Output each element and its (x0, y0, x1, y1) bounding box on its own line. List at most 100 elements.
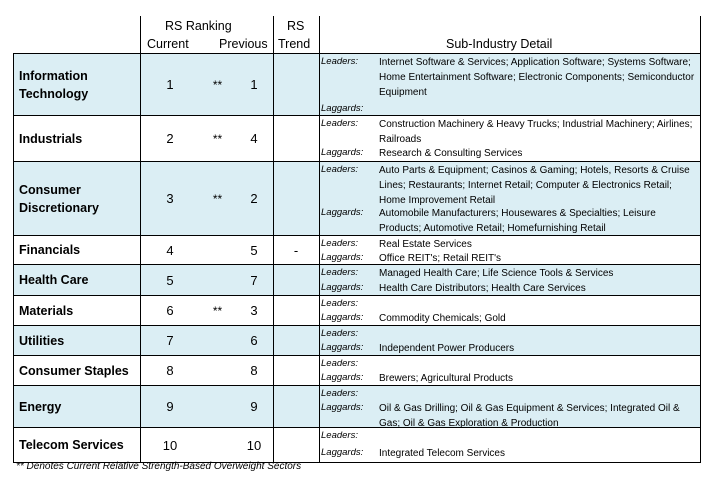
current-rank: 3 (166, 191, 174, 206)
sub-industry-detail: Leaders: Construction Machinery & Heavy T… (319, 116, 701, 161)
laggards-text: Health Care Distributors; Health Care Se… (379, 283, 586, 294)
laggards-text: Oil & Gas Drilling; Oil & Gas Equipment … (379, 403, 680, 429)
header-rs: RS (287, 19, 305, 33)
rs-trend (273, 356, 319, 385)
overweight-marker (200, 326, 235, 355)
rs-trend (273, 54, 319, 115)
sub-industry-detail: Leaders: Real Estate Services Laggards: Off… (319, 236, 701, 264)
sector-name: Utilities (19, 333, 65, 348)
current-rank: 9 (166, 399, 174, 414)
sub-industry-detail: Leaders: Internet Software & Services; Ap… (319, 54, 701, 115)
table-row: Utilities 7 6 Leaders: Laggards: Independent … (13, 325, 701, 355)
leaders-label: Leaders: (321, 328, 358, 339)
sector-name: Financials (19, 243, 81, 257)
rs-trend (273, 428, 319, 462)
overweight-marker (200, 386, 235, 427)
current-rank: 8 (166, 363, 174, 378)
rs-trend (273, 116, 319, 161)
sub-industry-detail: Leaders: Laggards: Oil & Gas Drilling; Oil… (319, 386, 701, 429)
rs-trend (273, 386, 319, 427)
overweight-marker: ** (212, 131, 223, 146)
laggards-label: Laggards: (321, 402, 364, 413)
sub-industry-detail: Leaders: Laggards: Integrated Telecom Serv… (319, 428, 701, 462)
previous-rank: 10 (246, 437, 262, 453)
overweight-marker (200, 428, 235, 462)
overweight-marker: ** (212, 191, 223, 206)
leaders-label: Leaders: (321, 118, 358, 129)
sector-name: Consumer Staples (19, 363, 129, 378)
laggards-text: Independent Power Producers (379, 343, 515, 354)
laggards-text: Integrated Telecom Services (379, 448, 505, 459)
table-bottom-border (13, 462, 701, 463)
current-rank: 1 (166, 77, 174, 92)
previous-rank: 3 (250, 303, 258, 318)
laggards-text: Commodity Chemicals; Gold (379, 313, 506, 324)
column-divider (13, 53, 14, 462)
leaders-label: Leaders: (321, 267, 358, 278)
table-row: Consumer Discretionary 3 ** 2 Leaders: Auto P… (13, 161, 701, 235)
overweight-marker (200, 236, 235, 264)
leaders-text: Real Estate Services (379, 239, 472, 250)
rs-trend (273, 265, 319, 295)
laggards-text: Research & Consulting Services (379, 148, 523, 159)
current-rank: 7 (166, 333, 174, 348)
laggards-label: Laggards: (321, 103, 364, 114)
leaders-label: Leaders: (321, 358, 358, 369)
column-divider (273, 16, 274, 462)
sector-name: Energy (19, 399, 62, 414)
column-divider (140, 16, 141, 462)
leaders-label: Leaders: (321, 238, 358, 249)
leaders-text: Construction Machinery & Heavy Trucks; I… (379, 119, 693, 145)
laggards-label: Laggards: (321, 282, 364, 293)
previous-rank: 7 (250, 272, 258, 288)
leaders-label: Leaders: (321, 298, 358, 309)
laggards-label: Laggards: (321, 372, 364, 383)
laggards-label: Laggards: (321, 342, 364, 353)
laggards-label: Laggards: (321, 147, 364, 158)
sector-name: Information Technology (19, 68, 89, 101)
header-sub-industry: Sub-Industry Detail (446, 37, 553, 51)
previous-rank: 8 (250, 363, 258, 378)
previous-rank: 9 (250, 399, 258, 414)
table-row: Consumer Staples 8 8 Leaders: Laggards: Brewe… (13, 355, 701, 385)
table-row: Telecom Services 10 10 Leaders: Laggards: Int… (13, 427, 701, 462)
previous-rank: 1 (250, 77, 258, 92)
header-current: Current (147, 37, 189, 51)
overweight-marker: ** (212, 303, 223, 318)
overweight-marker (200, 265, 235, 295)
column-divider (700, 16, 701, 462)
rs-trend (273, 326, 319, 355)
rs-trend (273, 296, 319, 325)
current-rank: 4 (166, 242, 174, 258)
header-rs-ranking: RS Ranking (165, 19, 232, 33)
column-divider (319, 16, 320, 462)
sub-industry-detail: Leaders: Managed Health Care; Life Scienc… (319, 265, 701, 295)
laggards-label: Laggards: (321, 252, 364, 263)
overweight-marker (200, 356, 235, 385)
sector-name: Telecom Services (19, 438, 124, 452)
previous-rank: 5 (250, 242, 258, 258)
leaders-text: Auto Parts & Equipment; Casinos & Gaming… (379, 165, 690, 206)
table-row: Information Technology 1 ** 1 Leaders: Intern… (13, 53, 701, 115)
laggards-label: Laggards: (321, 207, 364, 218)
sub-industry-detail: Leaders: Auto Parts & Equipment; Casinos … (319, 162, 701, 235)
sub-industry-detail: Leaders: Laggards: Commodity Chemicals; Go… (319, 296, 701, 325)
leaders-label: Leaders: (321, 388, 358, 399)
header-previous: Previous (219, 37, 268, 51)
footnote: ** Denotes Current Relative Strength-Bas… (16, 461, 302, 472)
laggards-text: Brewers; Agricultural Products (379, 373, 513, 384)
laggards-text: Office REIT's; Retail REIT's (379, 253, 501, 264)
overweight-marker: ** (212, 77, 223, 92)
sub-industry-detail: Leaders: Laggards: Independent Power Produ… (319, 326, 701, 355)
laggards-label: Laggards: (321, 312, 364, 323)
sector-name: Industrials (19, 131, 83, 146)
header-trend: Trend (278, 37, 311, 51)
rs-trend (273, 162, 319, 235)
leaders-label: Leaders: (321, 430, 358, 441)
table-row: Financials 4 5 - Leaders: Real Estate Service… (13, 235, 701, 264)
leaders-label: Leaders: (321, 56, 358, 67)
sector-name: Health Care (19, 273, 89, 287)
sector-name: Consumer Discretionary (19, 182, 99, 215)
table-row: Materials 6 ** 3 Leaders: Laggards: Commodity … (13, 295, 701, 325)
leaders-text: Managed Health Care; Life Science Tools … (379, 268, 614, 279)
